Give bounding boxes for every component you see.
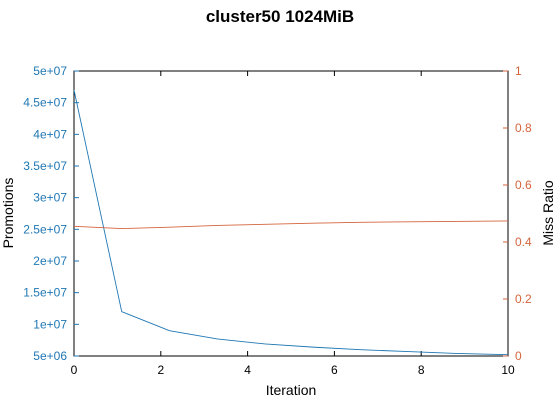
y-left-tick-label: 2.5e+07	[23, 222, 67, 236]
y-right-tick-label: 1	[515, 64, 522, 78]
y-left-tick-label: 5e+06	[33, 349, 67, 363]
y-right-tick-label: 0.2	[515, 292, 532, 306]
x-tick-label: 4	[244, 363, 251, 377]
plot-frame	[73, 70, 509, 357]
x-tick-label: 0	[71, 363, 78, 377]
miss-ratio-series-line	[73, 220, 509, 230]
y-left-tick-label: 1e+07	[33, 317, 67, 331]
y-left-tick-label: 3e+07	[33, 191, 67, 205]
y-right-tick-label: 0.8	[515, 121, 532, 135]
y-left-tick-label: 4e+07	[33, 127, 67, 141]
y-left-tick-label: 1.5e+07	[23, 286, 67, 300]
y-left-tick-label: 4.5e+07	[23, 96, 67, 110]
y-right-axis-label: Miss Ratio	[540, 180, 556, 246]
x-tick-label: 8	[418, 363, 425, 377]
y-left-axis-ticks: 5e+06 1e+07 1.5e+07 2e+07 2.5e+07 3e+07 3.5e+0…	[23, 64, 79, 363]
y-left-axis-label: Promotions	[0, 178, 16, 249]
x-axis-label: Iteration	[266, 382, 317, 398]
promotions-series-line	[73, 89, 509, 356]
y-right-tick-label: 0	[515, 349, 522, 363]
x-tick-label: 10	[501, 363, 515, 377]
y-left-tick-label: 5e+07	[33, 64, 67, 78]
y-right-axis-ticks: 0 0.2 0.4 0.6 0.8 1	[503, 64, 532, 363]
y-right-tick-label: 0.4	[515, 235, 532, 249]
y-right-tick-label: 0.6	[515, 178, 532, 192]
chart-title: cluster50 1024MiB	[206, 7, 354, 26]
x-axis-ticks: 0 2 4 6 8 10	[71, 71, 515, 377]
x-tick-label: 2	[157, 363, 164, 377]
x-tick-label: 6	[331, 363, 338, 377]
y-left-tick-label: 3.5e+07	[23, 159, 67, 173]
y-left-tick-label: 2e+07	[33, 254, 67, 268]
series-layer	[73, 89, 509, 356]
